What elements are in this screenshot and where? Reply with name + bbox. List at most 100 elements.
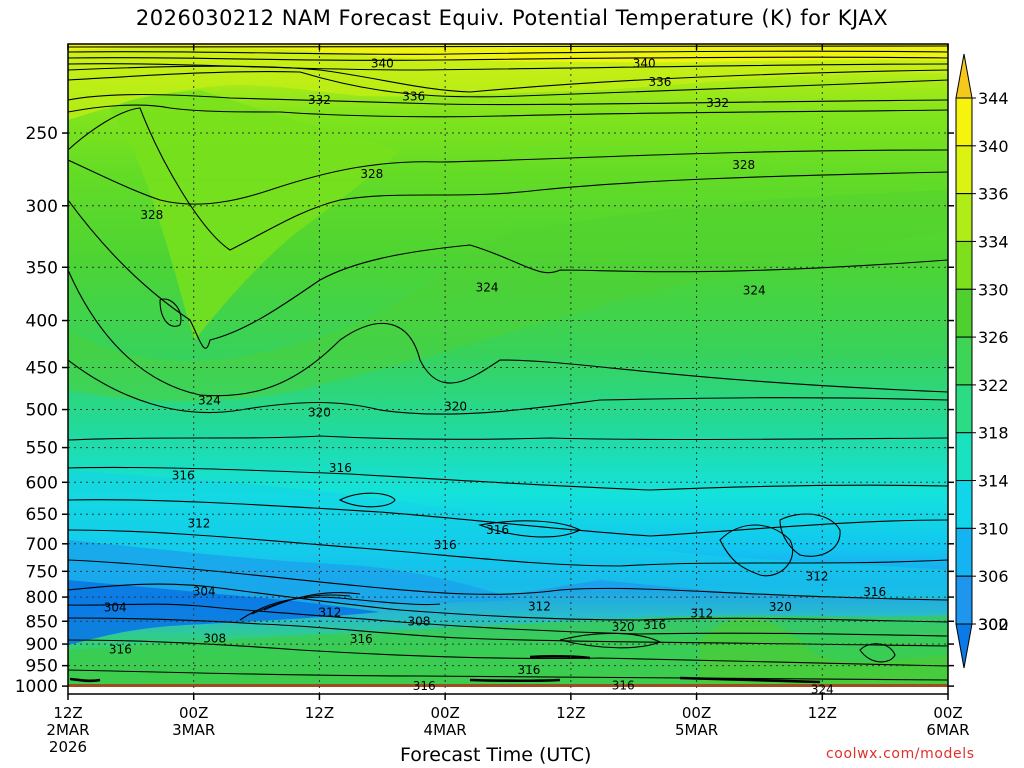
y-tick-label: 800 <box>26 588 58 608</box>
contour-label: 316 <box>350 632 373 646</box>
contour-label: 316 <box>434 538 457 552</box>
contour-label: 316 <box>517 663 540 677</box>
contour-label: 320 <box>308 406 331 420</box>
contour-label-text: 328 <box>732 158 755 172</box>
contour-label-text: 316 <box>434 538 457 552</box>
colorbar-segment <box>955 480 973 529</box>
colorbar-segment <box>955 240 973 290</box>
colorbar-label: 326 <box>978 328 1009 347</box>
colorbar-segment <box>955 432 973 482</box>
contour-label: 340 <box>633 56 656 70</box>
x-tick-label: 12Z <box>808 704 837 722</box>
contour-label-text: 312 <box>318 606 341 620</box>
y-tick-label: 450 <box>26 359 58 379</box>
x-tick-label: 00Z <box>682 704 711 722</box>
contour-label: 320 <box>444 399 467 413</box>
x-tick-label: 12Z <box>53 704 82 722</box>
colorbar-label: 310 <box>978 519 1009 538</box>
ground-strip <box>68 684 948 687</box>
contour-label: 316 <box>109 642 132 656</box>
contour-label-text: 332 <box>706 96 729 110</box>
contour-label-text: 320 <box>308 406 331 420</box>
contour-label-text: 308 <box>203 631 226 645</box>
colorbar-label: 302 <box>978 615 1009 634</box>
pressure-gridlines <box>68 132 948 687</box>
contour-label-text: 316 <box>413 679 436 693</box>
colorbar-segment <box>955 336 973 386</box>
contour-label-text: 316 <box>109 642 132 656</box>
contour-label-text: 308 <box>407 614 430 628</box>
credit-text[interactable]: coolwx.com/models <box>826 746 975 762</box>
colorbar-label: 318 <box>978 424 1009 443</box>
contour-label: 328 <box>140 208 163 222</box>
contour-label: 312 <box>187 516 210 530</box>
contour-label-text: 320 <box>612 620 635 634</box>
contour-label-text: 340 <box>371 56 394 70</box>
plot-frame <box>67 43 949 695</box>
contour-label: 332 <box>706 96 729 110</box>
colorbar-label: 314 <box>978 472 1009 491</box>
y-tick-label: 1000 <box>15 677 58 697</box>
colorbar-label: 306 <box>978 567 1009 586</box>
contour-label: 312 <box>690 607 713 621</box>
contour-label-text: 320 <box>444 399 467 413</box>
colorbar-segment <box>955 97 973 147</box>
contour-label-text: 320 <box>769 600 792 614</box>
contour-label: 316 <box>172 469 195 483</box>
contour-label-text: 304 <box>193 585 216 599</box>
colorbar-segment <box>955 575 973 625</box>
contour-label-text: 332 <box>308 93 331 107</box>
contour-label-text: 340 <box>633 56 656 70</box>
contour-label: 324 <box>811 683 834 697</box>
contour-label-text: 316 <box>612 678 635 692</box>
contour-label-text: 336 <box>402 89 425 103</box>
contour-label-text: 316 <box>486 523 509 537</box>
contour-label: 324 <box>476 280 499 294</box>
contour-label: 336 <box>402 89 425 103</box>
contour-label: 312 <box>528 599 551 613</box>
contour-label: 308 <box>407 614 430 628</box>
contour-label: 312 <box>318 606 341 620</box>
contour-label: 320 <box>769 600 792 614</box>
x-tick-label: 00Z <box>179 704 208 722</box>
contour-label: 332 <box>308 93 331 107</box>
y-axis: 250 300 350 400 450 500 550 600 650 700 750 800 850 9… <box>15 124 954 697</box>
colorbar-segment <box>955 145 973 195</box>
contour-label-text: 316 <box>350 632 373 646</box>
colorbar-label: 340 <box>978 137 1009 156</box>
x-tick-label: 2026 <box>49 738 87 756</box>
y-tick-label: 300 <box>26 197 58 217</box>
thick-contours <box>69 655 821 684</box>
contour-label: 312 <box>806 570 829 584</box>
y-tick-label: 550 <box>26 439 58 459</box>
x-tick-label: 5MAR <box>675 721 718 739</box>
x-tick-label: 00Z <box>430 704 459 722</box>
contour-label: 316 <box>329 461 352 475</box>
colorbar-bottom-triangle <box>955 623 973 669</box>
y-tick-label: 600 <box>26 473 58 493</box>
contour-label: 308 <box>203 631 226 645</box>
contour-label: 304 <box>104 600 127 614</box>
colorbar-segment <box>955 193 973 242</box>
colorbar-label: 336 <box>978 185 1009 204</box>
colorbar-label: 322 <box>978 376 1009 395</box>
contour-label: 316 <box>643 618 666 632</box>
x-tick-label: 00Z <box>933 704 962 722</box>
contour-label-text: 304 <box>104 600 127 614</box>
x-axis-label: Forecast Time (UTC) <box>400 744 592 766</box>
contour-label-text: 316 <box>863 585 886 599</box>
colorbar-label: 300 <box>978 615 1009 634</box>
colorbar-label: 334 <box>978 232 1009 251</box>
y-tick-label: 250 <box>26 124 58 144</box>
y-tick-label: 650 <box>26 505 58 525</box>
contour-label: 336 <box>648 75 671 89</box>
colorbar-segment <box>955 527 973 577</box>
chart-title: 2026030212 NAM Forecast Equiv. Potential… <box>135 6 889 30</box>
y-tick-label: 750 <box>26 562 58 582</box>
contour-label: 324 <box>198 394 221 408</box>
colorbar-label: 330 <box>978 280 1009 299</box>
contour-label: 340 <box>371 56 394 70</box>
contour-label: 328 <box>732 158 755 172</box>
